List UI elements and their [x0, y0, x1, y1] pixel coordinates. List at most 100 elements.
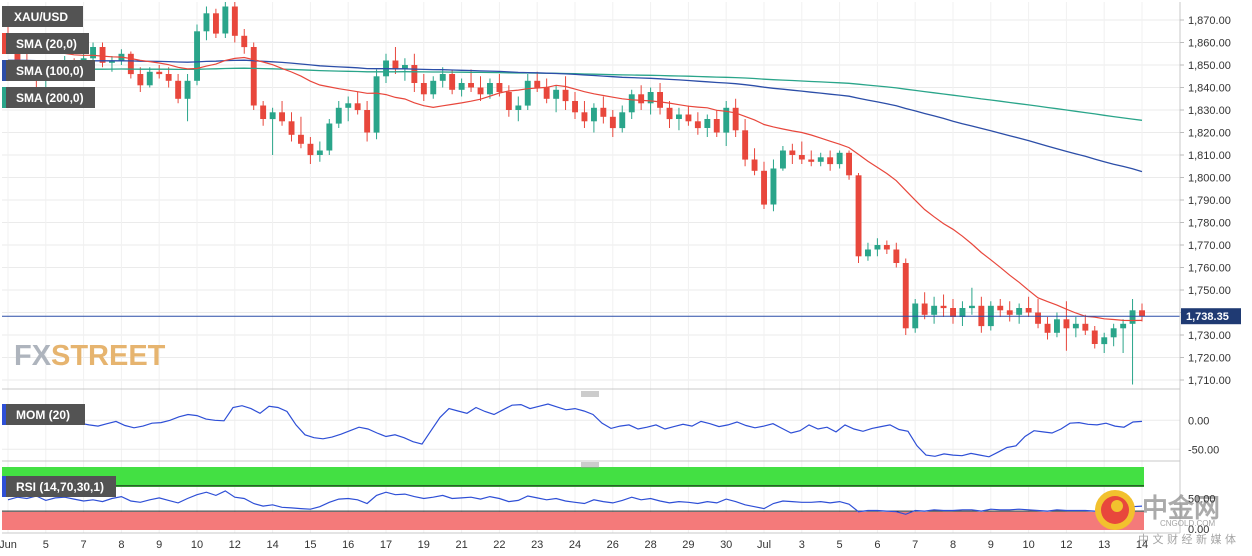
- date-tick-label: 3: [799, 539, 805, 551]
- candle-down: [1063, 319, 1070, 329]
- legend-sma-20[interactable]: SMA (20,0): [2, 33, 89, 54]
- candle-up: [146, 71, 153, 86]
- candle-down: [950, 308, 956, 317]
- candle-up: [1054, 319, 1060, 333]
- candle-down: [288, 121, 295, 135]
- candle-up: [1072, 323, 1079, 329]
- candle-down: [808, 159, 815, 162]
- price-tick-label: 1,750.00: [1188, 285, 1231, 297]
- legend-sma-100[interactable]: SMA (100,0): [2, 60, 95, 81]
- legend-symbol[interactable]: XAU/USD: [2, 6, 83, 27]
- mom-panel-resize-handle[interactable]: [581, 462, 599, 468]
- candle-down: [713, 119, 720, 133]
- candle-down: [685, 114, 692, 122]
- candle-down: [742, 130, 749, 160]
- candle-down: [411, 65, 418, 83]
- candle-down: [798, 155, 805, 160]
- candle-up: [874, 245, 881, 250]
- date-tick-label: 7: [912, 539, 918, 551]
- rsi-overbought-zone: [2, 467, 1144, 487]
- legend-sma-100-label: SMA (100,0): [16, 64, 84, 78]
- candle-down: [827, 157, 834, 165]
- candle-down: [99, 47, 106, 63]
- candle-up: [203, 13, 210, 32]
- candle-down: [241, 35, 248, 48]
- candle-up: [316, 150, 323, 155]
- candle-down: [581, 112, 588, 122]
- candle-down: [1025, 308, 1032, 313]
- price-tick-label: 1,730.00: [1188, 330, 1231, 342]
- price-tick-label: 1,780.00: [1188, 218, 1231, 230]
- candle-up: [1120, 323, 1127, 329]
- candle-up: [817, 157, 824, 162]
- candle-down: [1044, 323, 1051, 333]
- candle-down: [477, 87, 484, 95]
- candle-up: [865, 249, 871, 257]
- candle-up: [959, 308, 966, 317]
- date-tick-label: 6: [874, 539, 880, 551]
- candle-up: [402, 65, 408, 70]
- candle-down: [505, 92, 512, 110]
- candle-down: [638, 94, 645, 104]
- date-tick-label: 9: [156, 539, 162, 551]
- date-tick-label: 10: [1022, 539, 1034, 551]
- fxstreet-watermark-suffix: STREET: [51, 340, 166, 372]
- date-tick-label: 5: [43, 539, 49, 551]
- candle-up: [1101, 337, 1108, 345]
- legend-mom-swatch: [2, 404, 6, 425]
- legend-mom[interactable]: MOM (20): [2, 404, 85, 425]
- candle-down: [1082, 323, 1089, 331]
- candle-up: [430, 80, 437, 95]
- candle-up: [553, 89, 560, 99]
- candle-down: [364, 110, 371, 133]
- legend-sma-200-swatch: [2, 87, 6, 108]
- legend-symbol-label: XAU/USD: [14, 10, 68, 24]
- candle-down: [250, 47, 257, 106]
- last-price-label: 1,738.35: [1186, 311, 1229, 323]
- price-tick-label: 1,870.00: [1188, 15, 1231, 27]
- candle-up: [969, 305, 975, 309]
- candle-down: [1139, 310, 1145, 317]
- candle-up: [439, 74, 446, 81]
- mom-tick-label: 0.00: [1188, 415, 1209, 427]
- date-tick-label: 12: [1060, 539, 1072, 551]
- sma-20-line: [7, 46, 1143, 322]
- candle-up: [345, 103, 352, 108]
- candle-down: [213, 13, 219, 34]
- rsi-tick-label: 50.00: [1188, 494, 1216, 506]
- date-tick-label: 14: [266, 539, 278, 551]
- candle-down: [883, 245, 890, 250]
- price-tick-label: 1,830.00: [1188, 105, 1231, 117]
- candle-up: [458, 83, 465, 90]
- candle-down: [392, 60, 399, 70]
- candle-up: [335, 107, 342, 124]
- candle-up: [619, 112, 626, 129]
- candle-down: [534, 80, 541, 88]
- candle-down: [156, 71, 163, 75]
- price-tick-label: 1,800.00: [1188, 173, 1231, 185]
- main-panel-resize-handle[interactable]: [581, 391, 599, 397]
- candle-down: [307, 143, 314, 156]
- price-tick-label: 1,820.00: [1188, 128, 1231, 140]
- candle-up: [591, 107, 597, 122]
- legend-rsi[interactable]: RSI (14,70,30,1): [2, 476, 116, 497]
- candle-down: [855, 175, 862, 257]
- cngold-brand-url: CNGOLD.COM: [1160, 519, 1215, 528]
- candle-down: [940, 305, 947, 309]
- legend-sma-200[interactable]: SMA (200,0): [2, 87, 95, 108]
- candle-up: [1129, 310, 1136, 324]
- date-tick-label: 5: [837, 539, 843, 551]
- legend-rsi-swatch: [2, 476, 6, 497]
- price-tick-label: 1,860.00: [1188, 38, 1231, 50]
- candle-up: [723, 107, 730, 133]
- date-tick-label: 28: [644, 539, 656, 551]
- candle-down: [600, 107, 607, 117]
- candle-down: [175, 80, 182, 99]
- date-tick-label: Jul: [757, 539, 771, 551]
- date-tick-label: 26: [607, 539, 619, 551]
- date-tick-label: 15: [304, 539, 316, 551]
- candle-down: [657, 92, 663, 108]
- candle-down: [165, 74, 172, 81]
